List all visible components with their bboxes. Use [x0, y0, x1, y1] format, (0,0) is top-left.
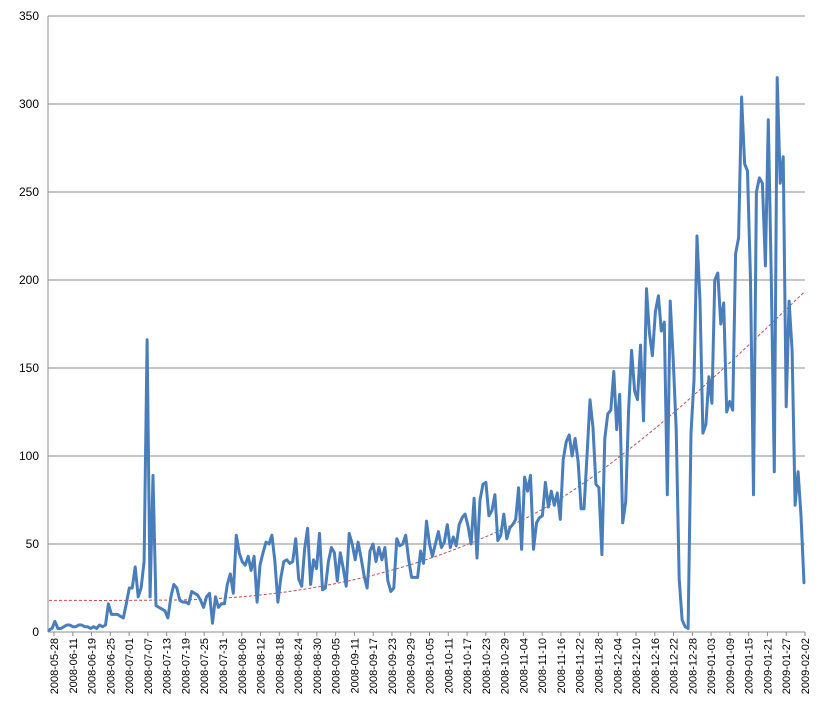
- y-tick-label: 300: [19, 97, 39, 111]
- x-tick-label: 2008-05-28: [49, 638, 61, 694]
- x-tick-label: 2008-11-28: [593, 638, 605, 693]
- x-tick-label: 2009-02-02: [800, 638, 812, 694]
- x-tick-label: 2009-01-15: [744, 638, 756, 694]
- x-tick-label: 2008-11-16: [556, 638, 568, 693]
- x-tick-label: 2008-07-31: [218, 638, 230, 694]
- x-tick-label: 2008-12-10: [631, 638, 643, 694]
- y-tick-label: 250: [19, 185, 39, 199]
- x-tick-label: 2008-06-11: [68, 638, 80, 693]
- axes: [47, 16, 806, 636]
- x-tick-label: 2008-10-23: [481, 638, 493, 694]
- x-tick-label: 2008-09-23: [387, 638, 399, 694]
- x-tick-label: 2008-11-04: [518, 638, 530, 693]
- x-tick-label: 2008-09-05: [331, 638, 343, 694]
- y-tick-label: 150: [19, 361, 39, 375]
- y-tick-label: 0: [32, 625, 39, 639]
- x-tick-label: 2008-08-24: [293, 638, 305, 694]
- x-axis-tick-labels: 2008-05-28 2008-06-11 2008-06-19 2008-06-25…: [49, 638, 812, 694]
- x-tick-label: 2008-07-13: [162, 638, 174, 694]
- x-tick-label: 2008-12-28: [687, 638, 699, 694]
- x-tick-label: 2008-07-01: [124, 638, 136, 694]
- x-tick-label: 2008-12-22: [669, 638, 681, 694]
- x-tick-label: 2009-01-03: [706, 638, 718, 694]
- x-tick-label: 2008-10-29: [500, 638, 512, 694]
- x-tick-label: 2008-07-07: [143, 638, 155, 694]
- x-tick-label: 2008-08-18: [274, 638, 286, 694]
- x-tick-label: 2008-08-12: [256, 638, 268, 694]
- x-tick-label: 2008-09-11: [349, 638, 361, 693]
- x-tick-label: 2008-10-17: [462, 638, 474, 694]
- y-tick-label: 50: [26, 537, 40, 551]
- x-tick-label: 2008-12-04: [612, 638, 624, 694]
- y-tick-label: 200: [19, 273, 39, 287]
- gridlines: [48, 15, 805, 545]
- x-tick-label: 2008-11-22: [575, 638, 587, 693]
- x-tick-label: 2008-08-30: [312, 638, 324, 694]
- x-tick-label: 2008-11-10: [537, 638, 549, 693]
- x-tick-label: 2008-06-25: [105, 638, 117, 694]
- series-line: [47, 76, 806, 632]
- x-tick-label: 2009-01-27: [781, 638, 793, 694]
- data-series: [47, 76, 806, 632]
- y-tick-label: 100: [19, 449, 39, 463]
- x-tick-label: 2009-01-21: [762, 638, 774, 694]
- x-tick-label: 2008-12-16: [650, 638, 662, 694]
- x-tick-label: 2008-07-25: [199, 638, 211, 694]
- y-axis-tick-labels: 0 50 100 150 200 250 300 350: [19, 9, 39, 639]
- x-tick-label: 2008-10-05: [425, 638, 437, 694]
- x-tick-label: 2008-07-19: [180, 638, 192, 694]
- x-tick-label: 2008-06-19: [87, 638, 99, 694]
- x-tick-label: 2009-01-09: [725, 638, 737, 694]
- x-tick-label: 2008-08-06: [237, 638, 249, 694]
- x-tick-label: 2008-09-17: [368, 638, 380, 694]
- y-tick-label: 350: [19, 9, 39, 23]
- x-tick-label: 2008-09-29: [406, 638, 418, 694]
- x-tick-label: 2008-10-11: [443, 638, 455, 693]
